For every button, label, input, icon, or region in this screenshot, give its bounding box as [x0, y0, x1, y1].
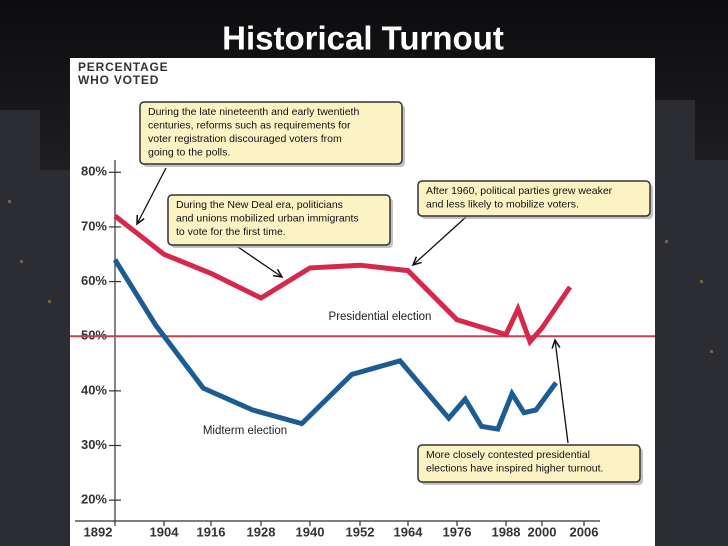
annotation-arrow — [412, 216, 467, 266]
annotation-text: centuries, reforms such as requirements … — [148, 119, 351, 131]
slide-title: Historical Turnout — [222, 20, 504, 57]
y-axis-label: WHO VOTED — [78, 73, 159, 87]
city-lights — [8, 200, 713, 353]
annotation-text: During the late nineteenth and early twe… — [148, 106, 359, 118]
x-tick-label: 1928 — [247, 524, 276, 539]
annotation-text: More closely contested presidential — [426, 449, 590, 461]
x-tick-label: 1988 — [492, 524, 521, 539]
arrow-head — [551, 338, 561, 349]
y-tick-label: 80% — [81, 164, 107, 179]
x-tick-label: 1904 — [150, 524, 180, 539]
x-tick-label: 1892 — [84, 524, 113, 539]
arrow-head — [136, 214, 145, 226]
annotation-arrow — [136, 167, 167, 225]
annotation-box — [417, 180, 651, 217]
annotation-text: voter registration discouraged voters fr… — [148, 133, 342, 145]
arrow-head — [411, 256, 422, 267]
x-tick-label: 2006 — [570, 524, 599, 539]
x-tick-label: 1916 — [197, 524, 226, 539]
annotation-text: and unions mobilized urban immigrants — [176, 212, 359, 224]
annotation-arrow — [237, 246, 283, 278]
x-tick-label: 1964 — [394, 524, 424, 539]
y-tick-label: 70% — [81, 218, 107, 233]
arrow-head — [272, 268, 284, 278]
y-tick-label: 60% — [81, 273, 107, 288]
y-tick-label: 40% — [81, 382, 107, 397]
series-label: Midterm election — [203, 425, 287, 437]
annotation-text: After 1960, political parties grew weake… — [426, 185, 613, 197]
x-tick-label: 1940 — [296, 524, 325, 539]
annotation-text: going to the polls. — [148, 146, 230, 158]
y-tick-label: 30% — [81, 437, 107, 452]
y-tick-label: 50% — [81, 328, 107, 343]
annotation-text: to vote for the first time. — [176, 226, 286, 238]
annotation-box — [139, 101, 403, 165]
y-axis-label: PERCENTAGE — [78, 60, 168, 74]
series-label: Presidential election — [329, 311, 432, 323]
y-tick-label: 20% — [81, 492, 107, 507]
annotation-box — [167, 194, 391, 246]
series-line — [113, 214, 573, 347]
annotation-text: elections have inspired higher turnout. — [426, 462, 603, 474]
x-tick-label: 2000 — [528, 524, 557, 539]
x-tick-label: 1952 — [346, 524, 375, 539]
annotation-text: and less likely to mobilize voters. — [426, 198, 579, 210]
annotation-text: During the New Deal era, politicians — [176, 199, 343, 211]
annotation-box — [417, 444, 641, 483]
series-line — [112, 258, 559, 432]
annotation-arrow — [554, 339, 569, 444]
x-tick-label: 1976 — [443, 524, 472, 539]
